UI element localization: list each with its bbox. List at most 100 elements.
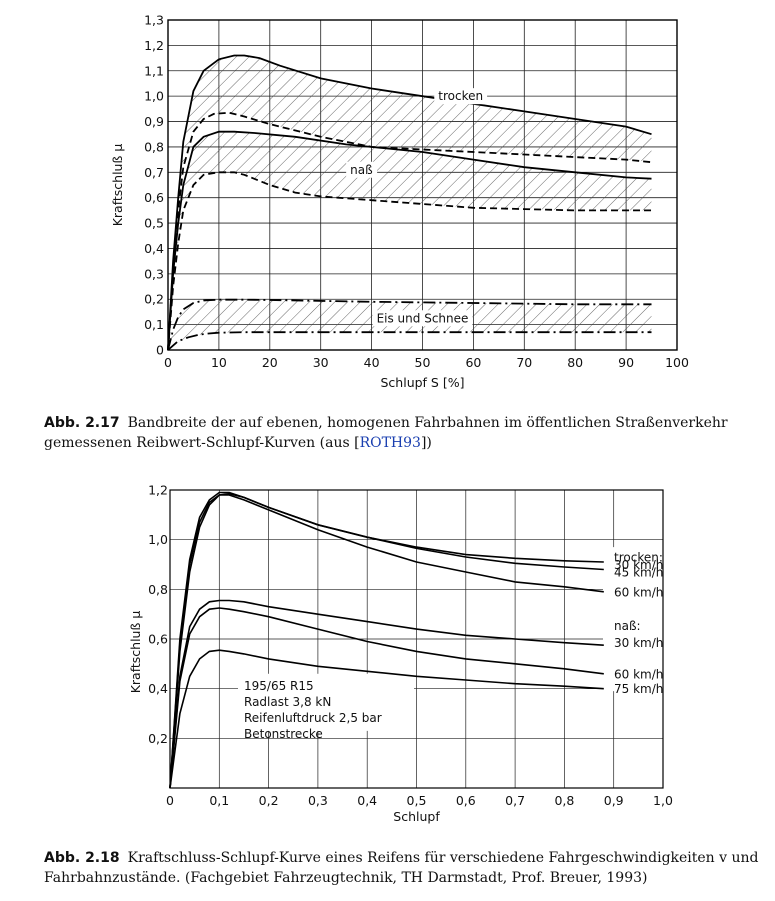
legend-label: trocken: <box>614 551 663 565</box>
note-backdrop <box>238 673 414 731</box>
y-tick-label: 0,1 <box>144 317 164 332</box>
legend-label: naß: <box>614 619 641 633</box>
series-line-naß-75kmh <box>169 649 604 789</box>
tire-note: 195/65 R15 Radlast 3,8 kN Reifenluftdruck … <box>244 679 382 741</box>
series-line-nass-min <box>167 171 652 351</box>
caption-2-18: Abb. 2.18 Kraftschluss-Schlupf-Kurve eine… <box>44 848 759 888</box>
x-tick-label: 60 <box>465 355 481 370</box>
x-tick-label: 80 <box>567 355 583 370</box>
y-tick-label: 0,8 <box>144 139 164 154</box>
y-tick-label: 0,7 <box>144 165 164 180</box>
x-tick-label: 0 <box>164 355 172 370</box>
y-tick-label: 0 <box>156 343 164 358</box>
x-tick-label: 100 <box>665 355 689 370</box>
caption-2-17: Abb. 2.17 Bandbreite der auf ebenen, homo… <box>44 413 759 453</box>
series-lines <box>167 54 652 351</box>
x-tick-label: 1,0 <box>653 793 673 808</box>
caption-reference-link[interactable]: ROTH93 <box>359 435 421 451</box>
y-tick-label: 0,6 <box>148 632 168 647</box>
x-axis-label: Schlupf <box>393 809 440 824</box>
legend-label: 30 km/h <box>614 558 663 572</box>
annotation-backdrop <box>346 161 378 178</box>
y-tick-label: 0,6 <box>144 190 164 205</box>
x-tick-label: 90 <box>618 355 634 370</box>
series-line-nass-max <box>167 130 652 351</box>
y-tick-label: 1,0 <box>148 532 168 547</box>
figure-2-18: trocken: 30 km/h 45 km/h 60 km/h naß: 30 km/h… <box>0 470 775 840</box>
y-tick-label: 1,3 <box>144 13 164 28</box>
x-tick-label: 0,5 <box>407 793 427 808</box>
x-tick-label: 0,7 <box>505 793 525 808</box>
figure-2-17: trocken naß Eis und Schnee 0 10 20 30 40 50 60 70 8… <box>0 0 775 400</box>
x-tick-label: 0,6 <box>456 793 476 808</box>
legend-label: 45 km/h <box>614 565 663 579</box>
x-tick-label: 0,9 <box>604 793 624 808</box>
series-line-trocken-60kmh <box>169 494 604 789</box>
hatched-bands <box>168 55 652 350</box>
x-tick-label: 0,2 <box>259 793 279 808</box>
x-tick-label: 0,4 <box>357 793 377 808</box>
x-tick-label: 70 <box>516 355 532 370</box>
caption-text: Kraftschluss-Schlupf-Kurve eines Reifens… <box>44 850 759 886</box>
y-axis-label: Kraftschluß μ <box>110 144 125 227</box>
series-line-eis-min <box>167 331 652 351</box>
y-tick-label: 0,2 <box>148 731 168 746</box>
x-tick-label: 20 <box>262 355 278 370</box>
series-line-trocken-max <box>167 54 652 351</box>
series-line-eis-max <box>167 298 652 351</box>
y-tick-label: 0,4 <box>148 681 168 696</box>
x-tick-label: 0,3 <box>308 793 328 808</box>
series-line-trocken-45kmh <box>169 492 604 789</box>
chart-reibwert-schlupf: trocken naß Eis und Schnee 0 10 20 30 40 50 60 70 8… <box>110 13 689 391</box>
annotation-label: Eis und Schnee <box>377 311 469 325</box>
x-tick-label: 0,8 <box>554 793 574 808</box>
x-tick-label: 0 <box>166 793 174 808</box>
annotation-label: trocken <box>438 89 483 103</box>
x-tick-label: 40 <box>364 355 380 370</box>
legend-label: 30 km/h <box>614 636 663 650</box>
series-line-naß-30kmh <box>169 599 604 789</box>
y-tick-label: 0,8 <box>148 582 168 597</box>
x-tick-label: 30 <box>313 355 329 370</box>
band-trocken <box>168 55 652 350</box>
x-tick-labels: 0 10 20 30 40 50 60 70 80 90 100 <box>164 355 689 370</box>
y-tick-label: 1,2 <box>144 38 164 53</box>
note-line: 195/65 R15 <box>244 679 314 693</box>
y-tick-label: 0,2 <box>144 292 164 307</box>
y-tick-labels: 0,2 0,4 0,6 0,8 1,0 1,2 <box>148 483 168 746</box>
plot-frame <box>169 489 664 789</box>
series-line-naß-60kmh <box>169 607 604 789</box>
y-tick-label: 0,3 <box>144 266 164 281</box>
series-lines <box>169 491 604 789</box>
series-line-trocken-min <box>167 111 652 351</box>
caption-text: Bandbreite der auf ebenen, homogenen Fah… <box>44 415 728 451</box>
legend-label: 60 km/h <box>614 585 663 599</box>
band-nass <box>168 131 652 350</box>
y-tick-label: 0,9 <box>144 114 164 129</box>
legend-backdrop <box>603 547 665 692</box>
caption-label: Abb. 2.17 <box>44 415 120 431</box>
note-line: Reifenluftdruck 2,5 bar <box>244 711 382 725</box>
y-tick-label: 1,0 <box>144 89 164 104</box>
annotation-backdrop <box>434 88 488 105</box>
grid-lines <box>169 489 664 788</box>
y-tick-label: 1,1 <box>144 63 164 78</box>
x-tick-label: 50 <box>415 355 431 370</box>
y-tick-label: 0,4 <box>144 241 164 256</box>
legend-label: 75 km/h <box>614 682 663 696</box>
x-tick-labels: 0 0,1 0,2 0,3 0,4 0,5 0,6 0,7 0,8 0,9 1,0 <box>166 793 673 808</box>
y-tick-label: 1,2 <box>148 483 168 498</box>
caption-label: Abb. 2.18 <box>44 850 120 866</box>
x-axis-label: Schlupf S [%] <box>381 375 465 390</box>
y-tick-label: 0,5 <box>144 216 164 231</box>
note-line: Betonstrecke <box>244 727 323 741</box>
x-tick-label: 10 <box>211 355 227 370</box>
legend-label: 60 km/h <box>614 667 663 681</box>
y-axis-label: Kraftschluß μ <box>128 611 143 694</box>
caption-text-end: ]) <box>420 435 432 451</box>
annotation-label: naß <box>350 163 373 177</box>
y-tick-labels: 0 0,1 0,2 0,3 0,4 0,5 0,6 0,7 0,8 0,9 1,0 1,1 1,2 1,3 <box>144 13 164 358</box>
x-tick-label: 0,1 <box>209 793 229 808</box>
